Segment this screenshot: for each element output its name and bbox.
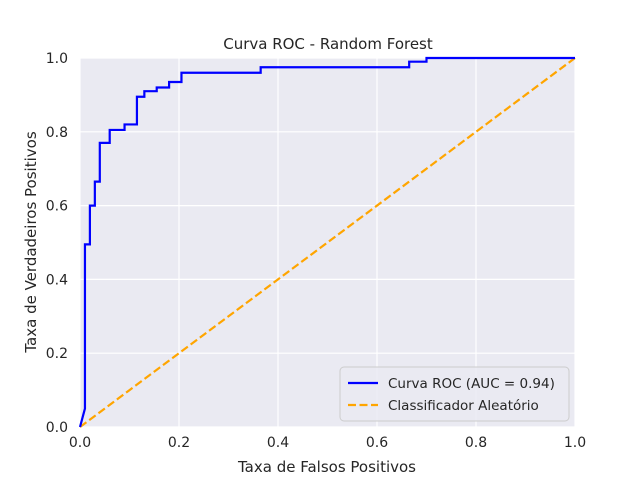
legend-entry: Classificador Aleatório xyxy=(388,398,539,414)
x-tick-label: 1.0 xyxy=(564,435,586,451)
plot-area xyxy=(80,58,575,427)
x-axis-title: Taxa de Falsos Positivos xyxy=(237,458,416,476)
y-tick-label: 0.6 xyxy=(46,199,68,215)
y-tick-label: 0.0 xyxy=(46,420,68,436)
series-group xyxy=(78,56,576,428)
y-tick-label: 0.4 xyxy=(46,272,68,288)
grid-lines xyxy=(79,57,576,428)
x-tick-label: 0.8 xyxy=(465,435,487,451)
x-tick-label: 0.0 xyxy=(69,435,91,451)
y-tick-label: 0.2 xyxy=(46,346,68,362)
y-axis: 0.0 0.2 0.4 0.6 0.8 1.0 xyxy=(46,51,68,436)
legend-box xyxy=(339,366,570,422)
roc-curve-line xyxy=(78,56,575,428)
x-tick-label: 0.6 xyxy=(366,435,388,451)
legend-entry: Curva ROC (AUC = 0.94) xyxy=(388,376,555,392)
chart-title: Curva ROC - Random Forest xyxy=(223,35,433,53)
legend: Curva ROC (AUC = 0.94) Classificador Alea… xyxy=(339,366,570,422)
y-axis-title: Taxa de Verdadeiros Positivos xyxy=(22,131,40,353)
y-tick-label: 1.0 xyxy=(46,51,68,67)
x-tick-label: 0.4 xyxy=(267,435,289,451)
x-axis: 0.0 0.2 0.4 0.6 0.8 1.0 xyxy=(69,435,586,451)
x-tick-label: 0.2 xyxy=(168,435,190,451)
y-tick-label: 0.8 xyxy=(46,125,68,141)
